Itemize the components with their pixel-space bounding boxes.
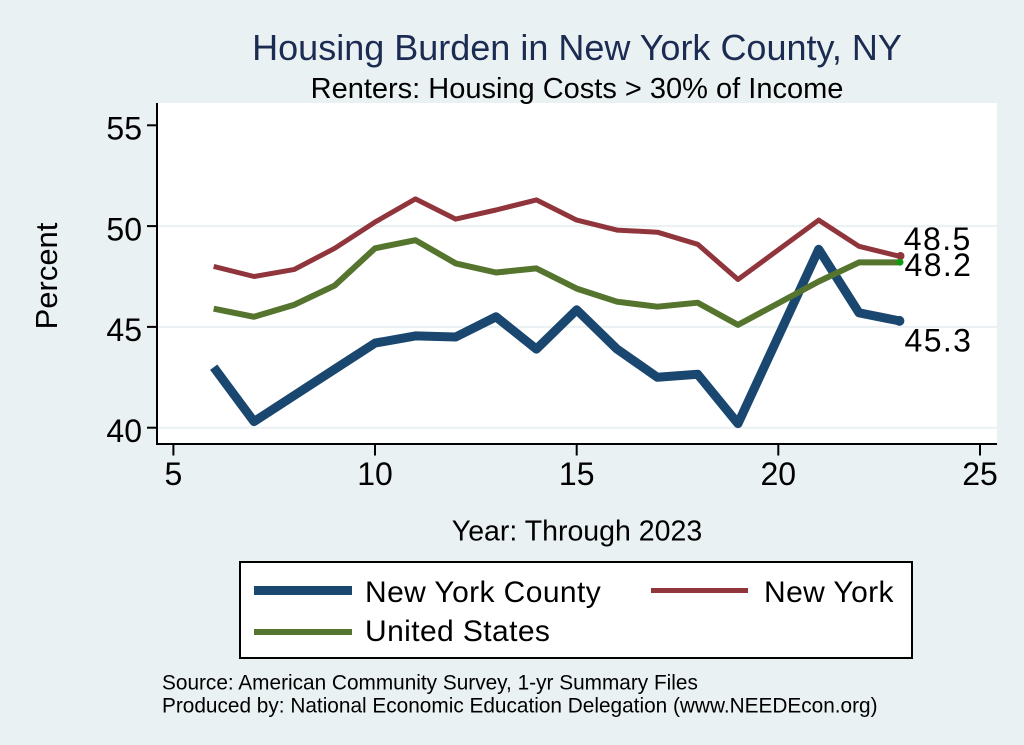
svg-text:20: 20 [761,456,797,492]
svg-text:10: 10 [357,456,393,492]
svg-text:15: 15 [559,456,595,492]
svg-text:Year: Through 2023: Year: Through 2023 [452,516,702,548]
svg-text:45: 45 [106,312,142,348]
svg-text:25: 25 [962,456,998,492]
svg-text:Renters: Housing Costs > 30% o: Renters: Housing Costs > 30% of Income [311,73,844,105]
svg-text:55: 55 [106,111,142,147]
svg-text:Produced by: National Economic: Produced by: National Economic Education… [162,695,878,718]
svg-text:40: 40 [106,413,142,449]
svg-text:45.3: 45.3 [905,323,973,359]
svg-text:50: 50 [106,211,142,247]
svg-text:New York: New York [764,576,895,609]
svg-text:Source: American Community Sur: Source: American Community Survey, 1-yr … [162,672,698,695]
svg-text:United States: United States [365,615,550,648]
svg-text:Housing Burden in New York Cou: Housing Burden in New York County, NY [252,27,902,68]
svg-text:Percent: Percent [29,222,64,329]
svg-text:5: 5 [165,456,183,492]
svg-text:New York County: New York County [365,576,601,609]
svg-text:48.2: 48.2 [905,247,973,283]
svg-text:48.5: 48.5 [904,221,972,257]
